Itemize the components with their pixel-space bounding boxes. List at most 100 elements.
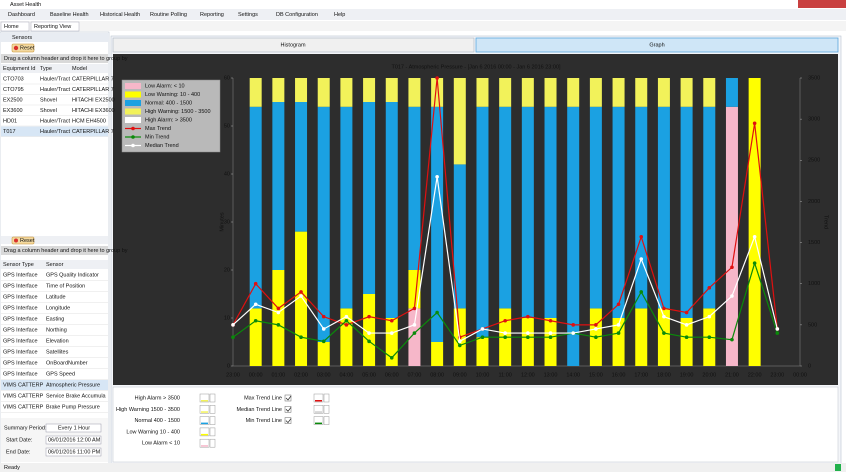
- checkbox[interactable]: [284, 406, 292, 413]
- legend-label: Normal: 400 - 1500: [145, 100, 192, 106]
- x-tick-label: 13:00: [544, 372, 558, 378]
- group-hint: Drag a column header and drop it here to…: [4, 56, 128, 62]
- reset-button[interactable]: [11, 236, 35, 245]
- column-header: Sensor: [46, 262, 64, 268]
- checkbox[interactable]: [284, 417, 292, 424]
- y2-tick-label: 1000: [808, 281, 820, 287]
- selected-row[interactable]: [1, 380, 108, 390]
- trend-point: [344, 314, 349, 319]
- table-cell: GPS Interface: [3, 305, 38, 311]
- color-dropdown[interactable]: [323, 416, 330, 425]
- x-tick-label: 10:00: [476, 372, 490, 378]
- tab-reporting[interactable]: [30, 21, 80, 32]
- table-cell: CTO703: [3, 76, 24, 82]
- color-picker[interactable]: [199, 393, 210, 403]
- menu-item: Baseline Health: [50, 12, 89, 18]
- trend-point: [571, 323, 575, 327]
- bar-segment: [680, 106, 693, 318]
- tab-label: Home: [4, 24, 19, 30]
- bar-segment: [431, 78, 444, 107]
- trend-point: [594, 327, 598, 331]
- color-dropdown[interactable]: [209, 427, 216, 437]
- bar-segment: [340, 106, 353, 309]
- legend-label: High Alarm: > 3500: [145, 117, 192, 123]
- table-cell: GPS Interface: [3, 338, 38, 344]
- selected-row[interactable]: [1, 126, 108, 137]
- color-picker[interactable]: [199, 438, 210, 448]
- table-cell: EX3600: [3, 108, 23, 114]
- color-dropdown[interactable]: [323, 405, 330, 414]
- y-tick-label: 50: [224, 123, 230, 129]
- field-value: 06/01/2016 12:00 AM: [48, 437, 101, 443]
- trend-point: [389, 331, 394, 335]
- bar-segment: [249, 78, 262, 107]
- color-picker[interactable]: [313, 393, 324, 403]
- trend-point: [662, 331, 666, 335]
- bar-segment: [431, 342, 444, 366]
- color-picker[interactable]: [199, 427, 210, 437]
- end-input[interactable]: [45, 447, 102, 457]
- trend-point: [231, 323, 235, 327]
- trend-point: [730, 337, 734, 342]
- x-tick-label: 12:00: [521, 372, 535, 378]
- bar-segment: [544, 78, 557, 107]
- status-indicator: [835, 464, 841, 471]
- color-picker[interactable]: [199, 416, 210, 425]
- trend-point: [684, 310, 689, 315]
- color-dropdown[interactable]: [209, 405, 216, 414]
- trend-toggle-label: Max Trend Line: [244, 395, 282, 401]
- tab-home[interactable]: [0, 21, 30, 32]
- color-picker-swatch: [201, 411, 208, 413]
- bar-segment: [453, 164, 466, 309]
- table-cell: EX2500: [3, 97, 23, 103]
- y-tick-label: 40: [224, 171, 230, 177]
- trend-point: [412, 306, 417, 311]
- reset-button[interactable]: [11, 43, 35, 53]
- y2-tick-label: 3000: [808, 117, 820, 123]
- checkbox[interactable]: [284, 394, 292, 402]
- bar-segment: [748, 78, 761, 366]
- x-tick-label: 00:00: [793, 372, 807, 378]
- trend-point: [775, 331, 780, 335]
- window-controls[interactable]: [798, 0, 846, 8]
- color-dropdown[interactable]: [209, 416, 216, 425]
- start-input[interactable]: [45, 435, 102, 445]
- y2-tick-label: 2000: [808, 199, 820, 205]
- trend-point: [752, 235, 757, 239]
- trend-point: [276, 323, 281, 327]
- trend-point: [299, 335, 303, 340]
- table-cell: Brake Pump Pressure: [46, 404, 100, 410]
- bar-segment: [363, 102, 376, 294]
- table-cell: Hauler/Tract: [40, 87, 71, 93]
- legend-box: [121, 79, 221, 153]
- color-picker[interactable]: [199, 405, 210, 414]
- bar-segment: [363, 294, 376, 366]
- color-picker[interactable]: [313, 405, 324, 414]
- table-cell: VIMS CATTERP: [3, 393, 44, 399]
- x-tick-label: 20:00: [702, 372, 716, 378]
- chart-area: [113, 54, 838, 385]
- table-cell: Shovel: [40, 108, 57, 114]
- x-tick-label: 19:00: [680, 372, 694, 378]
- trend-point: [299, 290, 303, 294]
- trend-point: [548, 335, 553, 340]
- table-cell: T017: [3, 129, 16, 135]
- color-dropdown[interactable]: [323, 393, 330, 403]
- trend-point: [458, 343, 462, 348]
- threshold-label: Low Warning 10 - 400: [126, 429, 180, 435]
- trend-point: [707, 286, 712, 290]
- color-dropdown[interactable]: [209, 393, 216, 403]
- tab-histogram[interactable]: [112, 37, 475, 53]
- x-tick-label: 05:00: [362, 372, 376, 378]
- legend-marker: [131, 135, 135, 139]
- tab-graph[interactable]: [475, 37, 839, 53]
- trend-point: [321, 314, 326, 319]
- threshold-label: Normal 400 - 1500: [134, 418, 180, 424]
- period-select[interactable]: [45, 423, 102, 433]
- x-tick-label: 15:00: [589, 372, 603, 378]
- color-dropdown[interactable]: [209, 438, 216, 448]
- color-picker[interactable]: [313, 416, 324, 425]
- x-tick-label: 07:00: [408, 372, 422, 378]
